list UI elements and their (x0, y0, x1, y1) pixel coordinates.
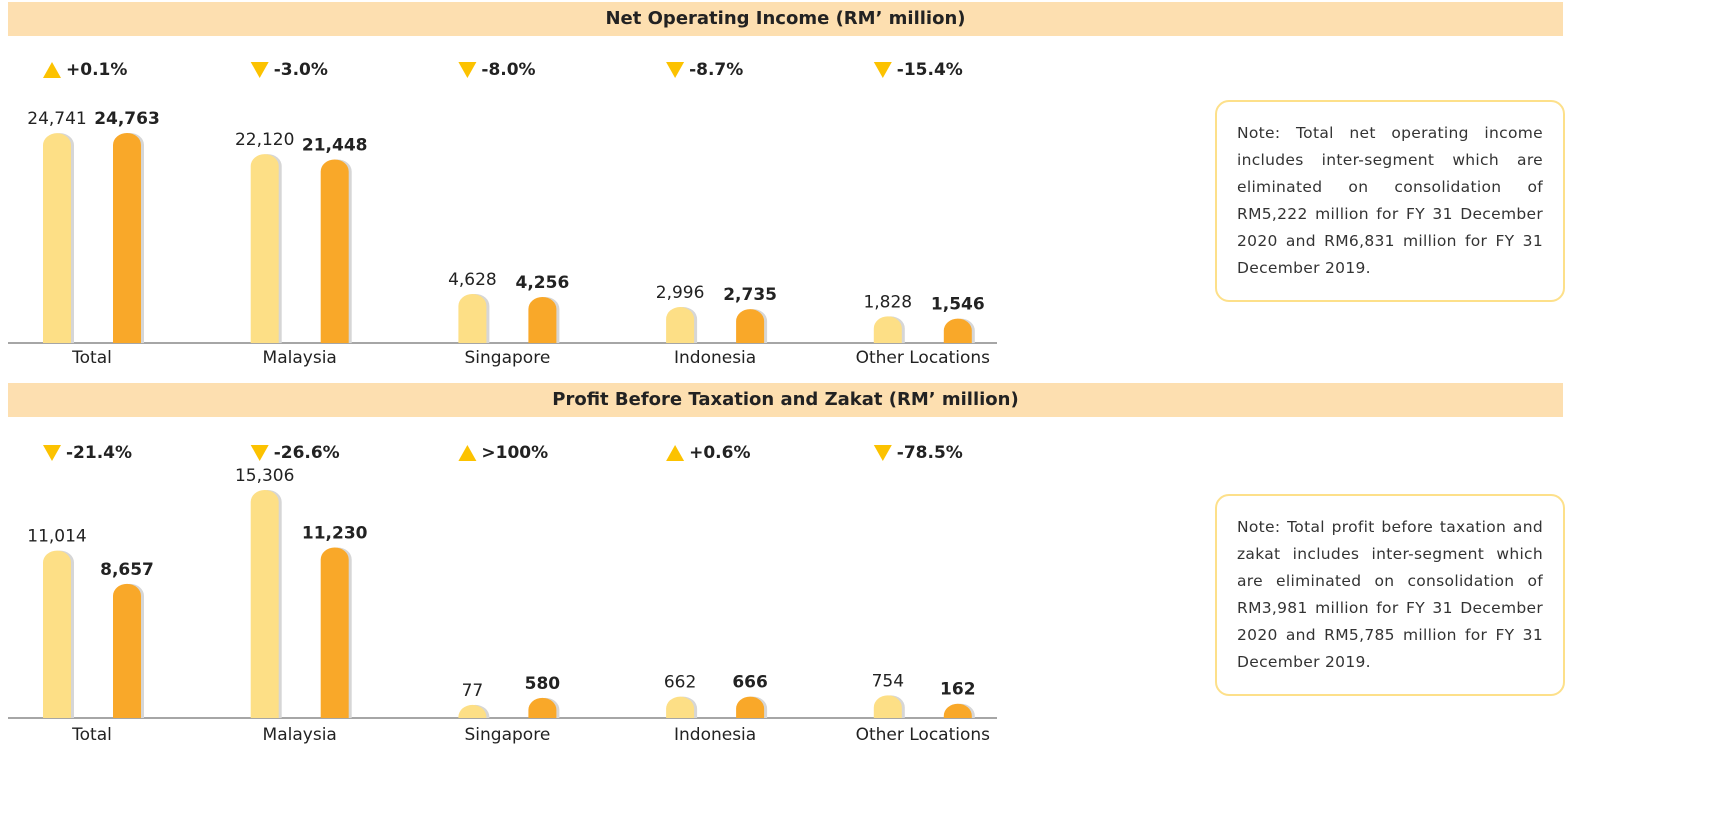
bar (43, 550, 71, 718)
value-label: 662 (664, 673, 696, 693)
bar (943, 703, 972, 718)
change-label: -3.0% (274, 60, 328, 80)
bar (113, 583, 141, 718)
bar (943, 318, 972, 343)
value-label: 4,628 (448, 270, 497, 290)
value-label: 11,014 (27, 527, 86, 547)
bar (528, 697, 557, 718)
value-label: 24,763 (94, 109, 160, 129)
change-arrow (43, 445, 61, 461)
change-arrow (458, 445, 477, 461)
note: Note: Total net operating income include… (1215, 100, 1565, 302)
change-label: -78.5% (897, 443, 963, 463)
value-label: 754 (872, 671, 904, 691)
value-label: 11,230 (302, 524, 368, 544)
x-tick-label: Other Locations (856, 348, 991, 368)
bar (458, 704, 487, 718)
value-label: 22,120 (235, 130, 294, 150)
bar (250, 154, 279, 343)
change-arrow (666, 62, 685, 78)
bar (666, 696, 695, 718)
change-label: -21.4% (66, 443, 132, 463)
change-label: -26.6% (274, 443, 340, 463)
value-label: 162 (940, 680, 976, 700)
value-label: 15,306 (235, 466, 294, 486)
change-arrow (873, 445, 892, 461)
x-tick-label: Total (71, 725, 112, 745)
change-label: -15.4% (897, 60, 963, 80)
value-label: 1,828 (863, 292, 912, 312)
value-label: 8,657 (100, 560, 154, 580)
note: Note: Total profit before taxation and z… (1215, 494, 1565, 696)
change-label: +0.6% (689, 443, 750, 463)
bar (528, 296, 557, 343)
value-label: 666 (732, 673, 768, 693)
value-label: 21,448 (302, 136, 368, 156)
change-arrow (43, 62, 61, 78)
bar (736, 309, 765, 343)
bar (320, 547, 349, 718)
chart-title: Net Operating Income (RM’ million) (8, 2, 1563, 36)
x-tick-label: Other Locations (856, 725, 991, 745)
value-label: 1,546 (931, 295, 985, 315)
value-label: 24,741 (27, 109, 86, 129)
bar (113, 133, 141, 343)
bar (736, 696, 765, 718)
value-label: 77 (462, 681, 484, 701)
bar (320, 159, 349, 343)
change-arrow (250, 445, 269, 461)
change-arrow (873, 62, 892, 78)
x-tick-label: Indonesia (674, 348, 756, 368)
change-arrow (458, 62, 477, 78)
change-label: >100% (481, 443, 548, 463)
x-tick-label: Malaysia (263, 725, 337, 745)
change-label: -8.7% (689, 60, 743, 80)
chart-title: Profit Before Taxation and Zakat (RM’ mi… (8, 383, 1563, 417)
value-label: 2,735 (723, 285, 777, 305)
change-arrow (250, 62, 269, 78)
bar (43, 133, 71, 343)
x-tick-label: Indonesia (674, 725, 756, 745)
value-label: 580 (525, 674, 561, 694)
x-tick-label: Singapore (465, 725, 551, 745)
bar (873, 316, 902, 343)
x-tick-label: Total (71, 348, 112, 368)
x-tick-label: Singapore (465, 348, 551, 368)
change-label: +0.1% (66, 60, 127, 80)
bar (458, 293, 487, 343)
bar (666, 307, 695, 343)
value-label: 2,996 (656, 283, 705, 303)
value-label: 4,256 (516, 273, 570, 293)
change-label: -8.0% (481, 60, 535, 80)
x-tick-label: Malaysia (263, 348, 337, 368)
change-arrow (666, 445, 685, 461)
bar (250, 490, 279, 718)
bar (873, 695, 902, 718)
